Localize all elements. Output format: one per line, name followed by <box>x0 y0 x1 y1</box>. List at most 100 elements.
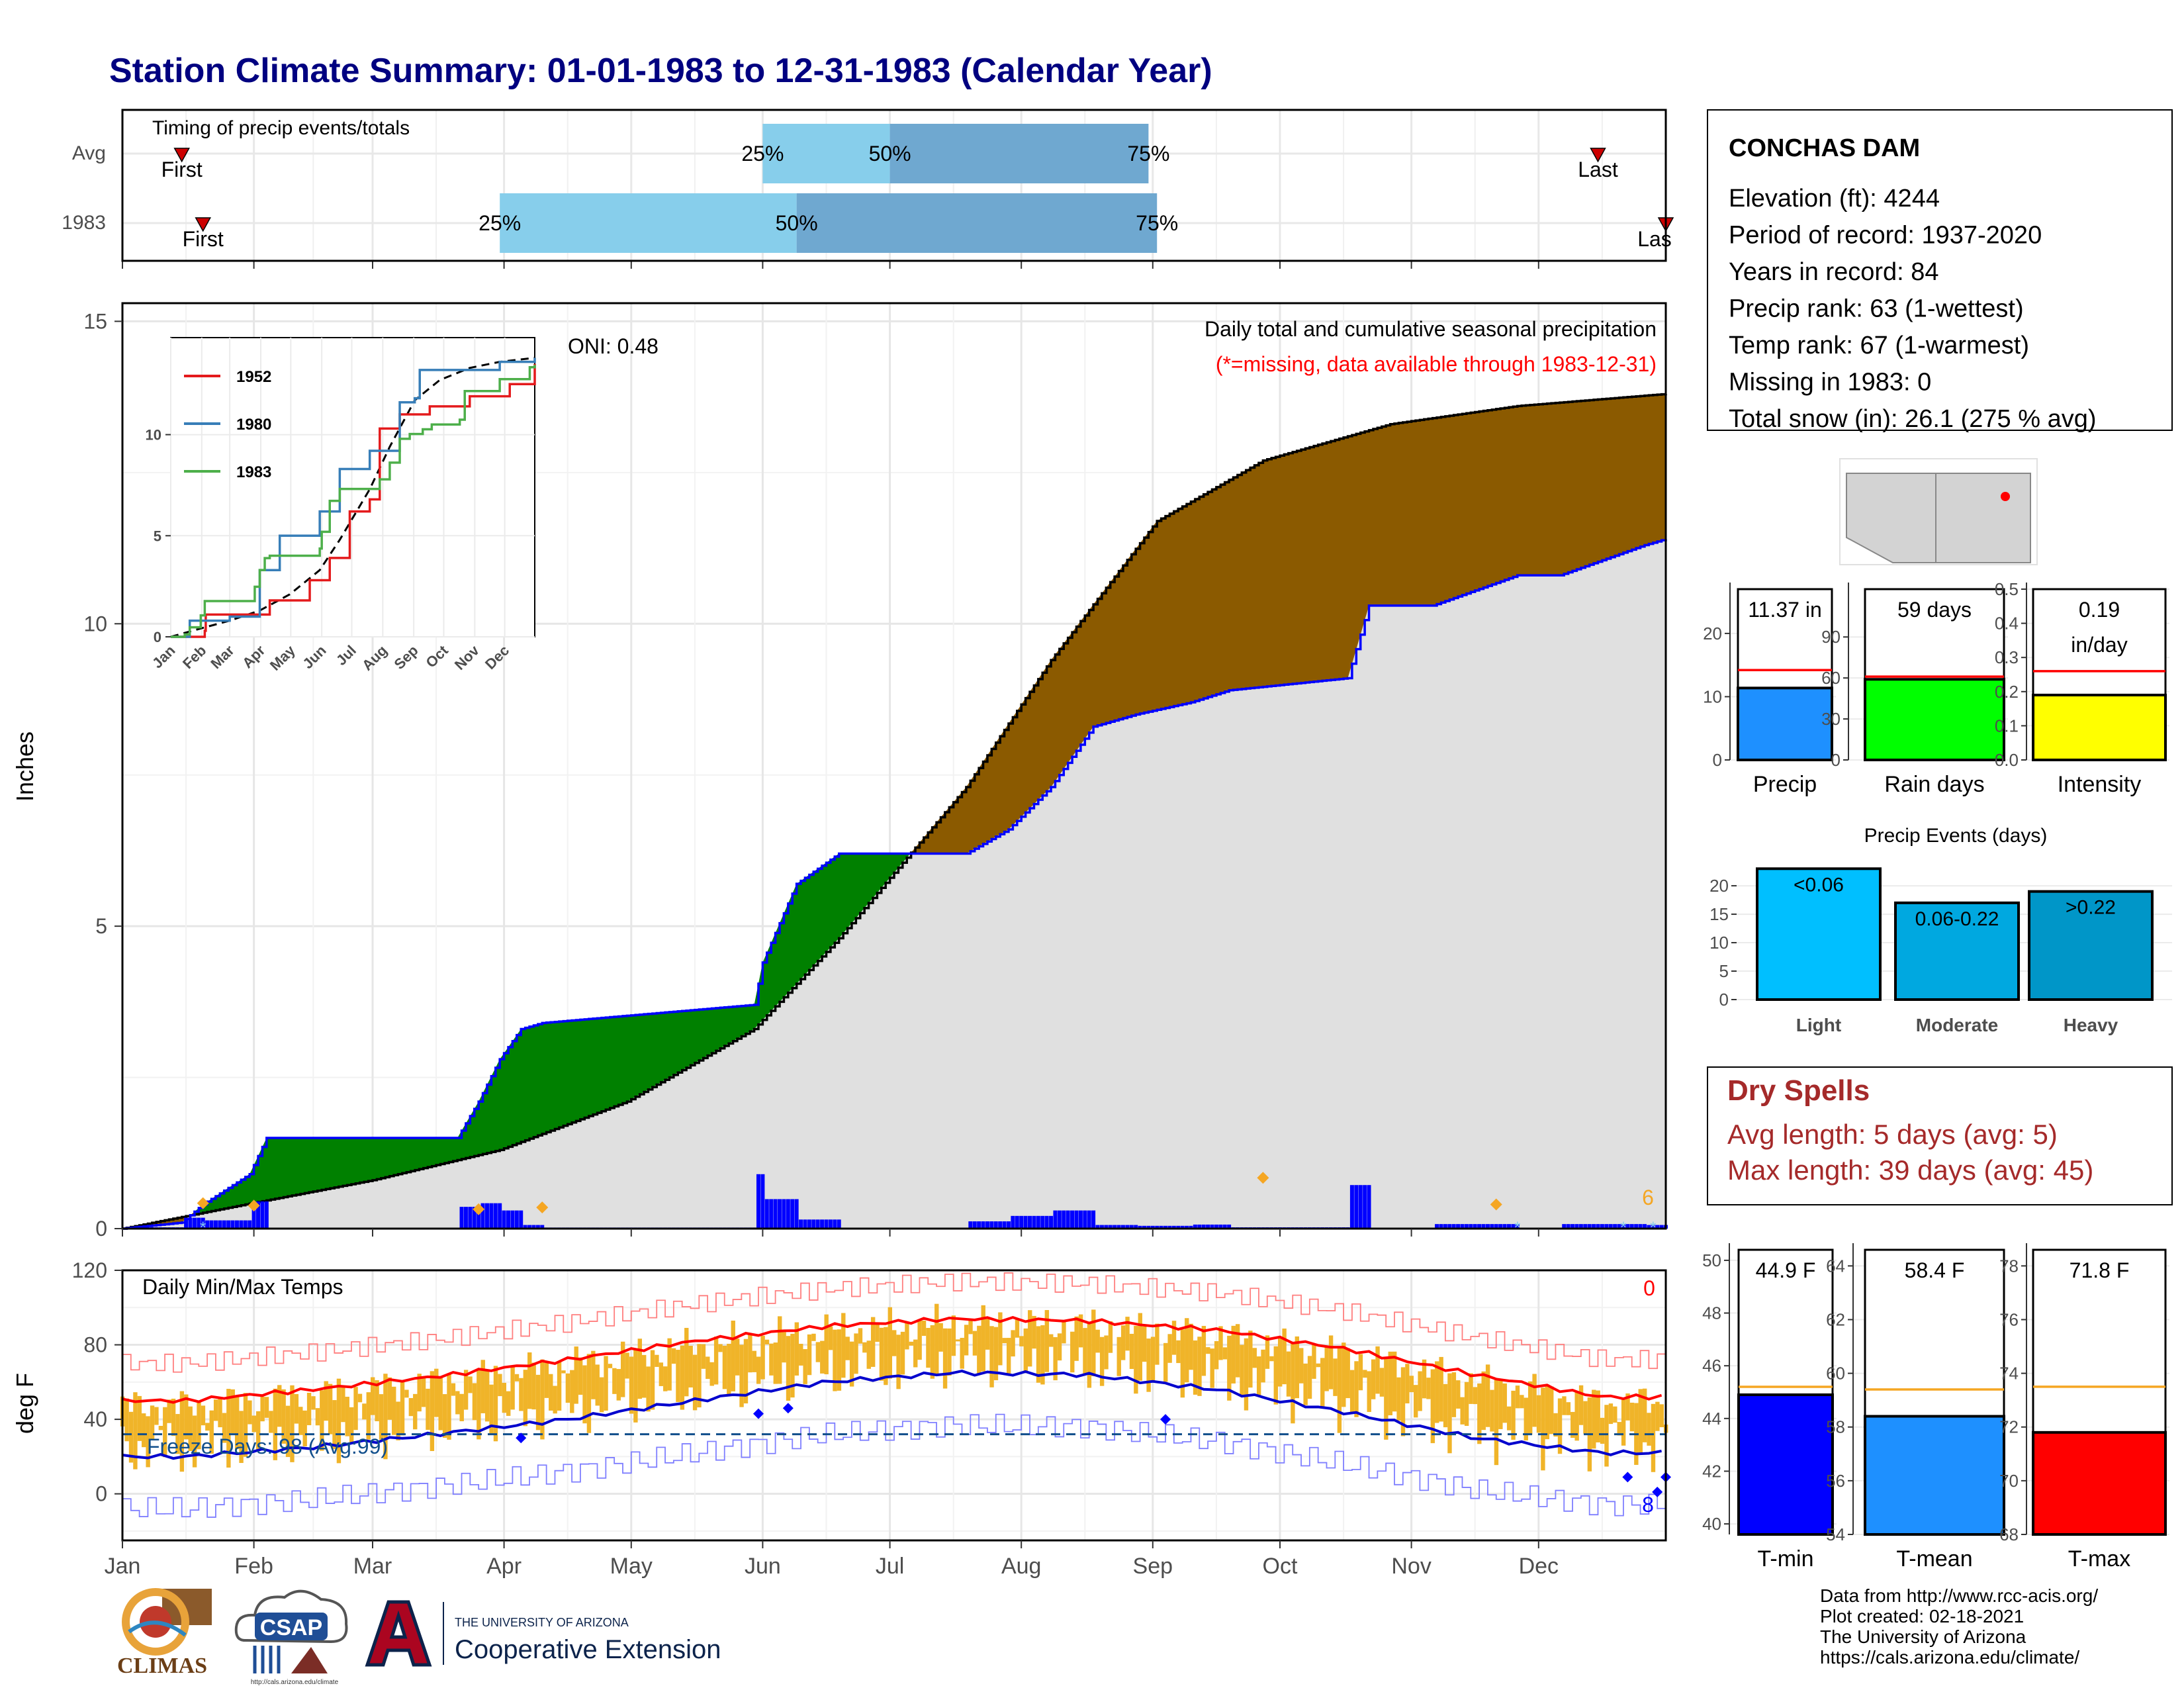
daily-temp-bar <box>1392 1351 1397 1412</box>
daily-temp-bar <box>582 1365 587 1424</box>
month-label: Nov <box>1391 1554 1431 1579</box>
daily-precip-bar <box>1070 1210 1075 1229</box>
ua-line1: THE UNIVERSITY OF ARIZONA <box>455 1616 629 1629</box>
footer-line: Plot created: 02-18-2021 <box>1820 1606 2025 1626</box>
daily-temp-bar <box>1566 1402 1571 1415</box>
station-info-line: Precip rank: 63 (1-wettest) <box>1729 295 2024 323</box>
daily-temp-bar <box>1248 1331 1253 1388</box>
daily-temp-bar <box>1176 1340 1181 1364</box>
daily-temp-bar <box>727 1343 731 1397</box>
daily-precip-bar <box>1189 1225 1193 1229</box>
daily-temp-bar <box>794 1322 799 1376</box>
daily-precip-bar <box>1125 1225 1130 1229</box>
daily-temp-bar <box>989 1326 994 1387</box>
month-label: Aug <box>1001 1554 1042 1579</box>
precip-annotation-title: Daily total and cumulative seasonal prec… <box>1205 317 1657 341</box>
daily-temp-bar <box>1273 1346 1278 1405</box>
temp-stat-t-max-tick-label: 78 <box>1999 1256 2019 1276</box>
daily-temp-bar <box>463 1370 469 1410</box>
daily-precip-bar <box>510 1210 515 1229</box>
temp-stat-t-mean-tick-label: 58 <box>1826 1417 1845 1437</box>
events-tick-label: 5 <box>1719 961 1729 981</box>
daily-precip-bar <box>1651 1225 1655 1229</box>
daily-temp-bar <box>1146 1338 1151 1392</box>
daily-temp-bar <box>942 1328 948 1389</box>
daily-temp-bar <box>1062 1319 1066 1344</box>
daily-temp-bar <box>1303 1363 1308 1405</box>
daily-temp-bar <box>934 1303 939 1376</box>
daily-temp-bar <box>1447 1373 1452 1454</box>
daily-temp-bar <box>756 1356 761 1384</box>
inset-month-label: Nov <box>451 641 483 673</box>
daily-temp-bar <box>408 1397 414 1417</box>
station-info-box: CONCHAS DAM Elevation (ft): 4244 Period o… <box>1707 109 2173 433</box>
daily-temp-bar <box>281 1389 286 1444</box>
temp-chart: 0 40 80 120 Daily Min/Max Temps 0 8 Freeze … <box>11 1258 1671 1579</box>
daily-temp-bar <box>430 1371 435 1452</box>
precip-y-tick-label: 15 <box>83 309 107 333</box>
daily-temp-bar <box>1171 1321 1177 1355</box>
daily-temp-bar <box>1506 1406 1512 1431</box>
daily-temp-bar <box>1167 1334 1172 1363</box>
timing-bar-50-75 <box>889 124 1149 183</box>
daily-precip-bar <box>1574 1224 1579 1229</box>
daily-temp-bar <box>1163 1342 1168 1382</box>
daily-temp-bar <box>192 1415 197 1468</box>
daily-precip-bar <box>790 1199 795 1229</box>
daily-temp-bar <box>413 1393 418 1430</box>
daily-precip-bar <box>1108 1225 1113 1229</box>
daily-temp-bar <box>451 1383 456 1396</box>
daily-temp-bar <box>1120 1325 1126 1360</box>
daily-precip-bar <box>1159 1225 1163 1229</box>
daily-temp-bar <box>1490 1389 1494 1432</box>
daily-precip-bar <box>1019 1215 1024 1229</box>
daily-temp-bar <box>1210 1348 1214 1388</box>
daily-temp-bar <box>1414 1385 1418 1418</box>
daily-temp-bar <box>1396 1377 1401 1421</box>
daily-temp-bar <box>1193 1340 1198 1395</box>
temp-stat-t-mean-value-bar <box>1864 1415 2005 1536</box>
daily-temp-bar <box>557 1361 562 1411</box>
daily-temp-bar <box>142 1413 146 1448</box>
figure-title: Station Climate Summary: 01-01-1983 to 1… <box>109 52 1212 90</box>
daily-precip-bar <box>1655 1225 1660 1229</box>
timing-title: Timing of precip events/totals <box>152 117 410 139</box>
daily-precip-bar <box>794 1199 799 1229</box>
timing-first-label: First <box>183 227 224 251</box>
daily-temp-bar <box>1312 1344 1316 1379</box>
daily-temp-bar <box>1520 1395 1524 1409</box>
daily-temp-bar <box>981 1305 985 1372</box>
daily-precip-bar <box>1469 1224 1473 1229</box>
daily-temp-bar <box>290 1385 295 1462</box>
month-label: Jul <box>876 1554 904 1579</box>
stat-precip-tick-label: 20 <box>1703 624 1722 643</box>
daily-temp-bar <box>128 1411 134 1463</box>
daily-precip-bar <box>234 1220 239 1229</box>
daily-temp-bar <box>1498 1379 1503 1429</box>
daily-precip-bar <box>1354 1185 1359 1229</box>
daily-temp-bar <box>1515 1385 1520 1409</box>
daily-precip-bar <box>201 1217 205 1229</box>
daily-temp-bar <box>285 1405 291 1458</box>
daily-temp-bar <box>133 1392 138 1470</box>
daily-temp-bar <box>302 1410 307 1446</box>
stat-precip-value-text: 11.37 in <box>1748 598 1822 622</box>
daily-precip-bar <box>1134 1225 1138 1229</box>
daily-temp-bar <box>1116 1337 1121 1376</box>
daily-temp-bar <box>549 1374 553 1411</box>
daily-precip-bar <box>1460 1224 1465 1229</box>
daily-temp-bar <box>1494 1380 1499 1466</box>
daily-temp-bar <box>336 1378 341 1464</box>
daily-precip-bar <box>1367 1185 1371 1229</box>
station-info-line: Period of record: 1937-2020 <box>1729 222 2042 250</box>
daily-precip-bar <box>1146 1225 1151 1229</box>
temp-stat-t-max-tick-label: 70 <box>1999 1471 2019 1491</box>
daily-temp-bar <box>778 1316 782 1384</box>
daily-temp-bar <box>248 1400 252 1425</box>
daily-precip-bar <box>1116 1225 1121 1229</box>
daily-precip-bar <box>1185 1225 1189 1229</box>
daily-temp-bar <box>926 1328 931 1368</box>
daily-precip-bar <box>764 1199 769 1229</box>
timing-last-label: Las <box>1637 227 1672 251</box>
daily-temp-bar <box>650 1350 655 1410</box>
